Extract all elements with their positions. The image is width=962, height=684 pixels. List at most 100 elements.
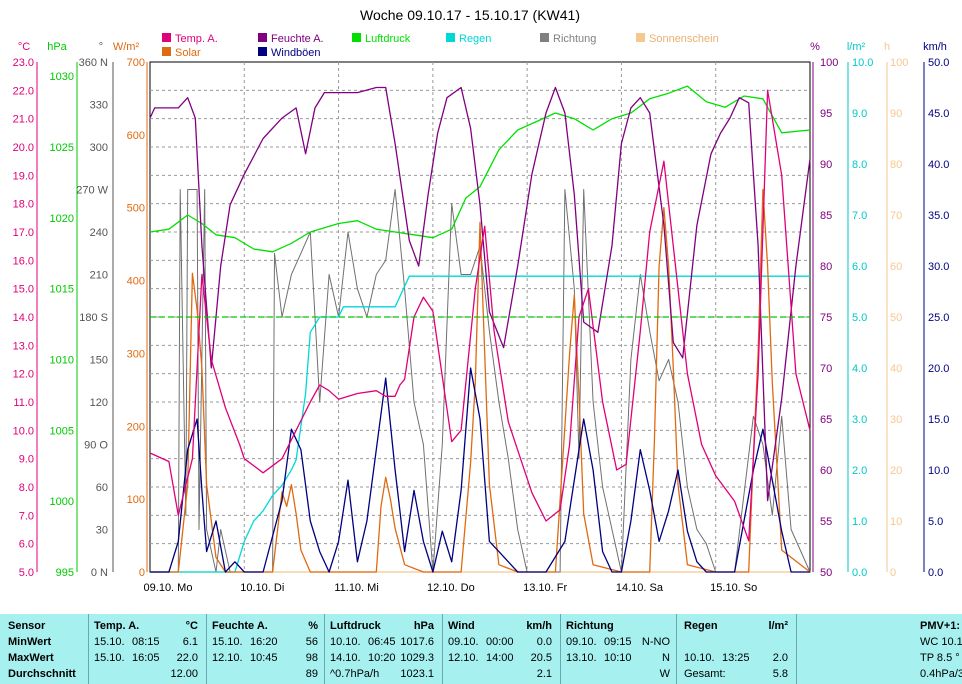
row-label: MinWert <box>8 636 52 648</box>
tick-label-direction: 240 <box>90 227 108 239</box>
x-tick-label: 09.10. Mo <box>144 582 193 594</box>
x-tick-label: 13.10. Fr <box>523 582 567 594</box>
hum-value: 98 <box>305 652 318 664</box>
temp-value: 12.00 <box>170 668 198 680</box>
tick-label-sunshine: 0 <box>890 567 896 579</box>
legend-label: Feuchte A. <box>271 33 324 45</box>
dir-date: 09.10. <box>566 636 597 648</box>
axis-unit-wind: km/h <box>923 41 947 53</box>
legend-label: Regen <box>459 33 491 45</box>
tick-label-rain: 7.0 <box>852 210 867 222</box>
series-line-temp-a- <box>149 89 811 542</box>
series-line-feuchte-a- <box>149 86 811 502</box>
hum-date: 12.10. <box>212 652 243 664</box>
tick-label-direction: 330 <box>90 100 108 112</box>
statistics-table: Sensor MinWert MaxWert Durchschnitt Temp. A.… <box>0 614 962 684</box>
rain-value: 5.8 <box>772 668 788 680</box>
tick-label-sunshine: 70 <box>890 210 902 222</box>
tick-label-solar: 300 <box>127 348 145 360</box>
axis-unit-temp: °C <box>18 41 30 53</box>
tick-label-direction: 90 O <box>84 440 108 452</box>
pmv-value: WC 10.1 <box>920 636 962 648</box>
tick-label-humidity: 65 <box>820 414 832 426</box>
legend-label: Solar <box>175 47 201 59</box>
tick-label-rain: 3.0 <box>852 414 867 426</box>
temp-value: 22.0 <box>176 652 198 664</box>
header-unit-rain: l/m² <box>768 620 788 632</box>
tick-label-temp: 21.0 <box>13 114 34 126</box>
column-separator <box>676 614 677 684</box>
tick-label-wind: 5.0 <box>928 516 943 528</box>
tick-label-direction: 300 <box>90 142 108 154</box>
legend-swatch <box>540 33 549 42</box>
tick-label-wind: 20.0 <box>928 363 949 375</box>
rain-value: 2.0 <box>772 652 788 664</box>
legend-label: Sonnenschein <box>649 33 719 45</box>
column-separator <box>324 614 325 684</box>
tick-label-pressure: 1005 <box>50 425 74 437</box>
tick-label-wind: 0.0 <box>928 567 943 579</box>
press-value: 1029.3 <box>400 652 434 664</box>
header-sensor: Sensor <box>8 620 46 632</box>
hum-value: 56 <box>305 636 318 648</box>
tick-label-temp: 15.0 <box>13 284 34 296</box>
dir-time: 10:10 <box>604 652 632 664</box>
press-date: 14.10. <box>330 652 361 664</box>
x-axis-labels: 09.10. Mo 10.10. Di 11.10. Mi 12.10. Do 13.1… <box>144 582 758 594</box>
tick-label-temp: 14.0 <box>13 312 34 324</box>
wind-value: 20.5 <box>530 652 552 664</box>
tick-label-temp: 23.0 <box>13 57 34 69</box>
tick-label-solar: 700 <box>127 57 145 69</box>
press-date: ^0.7hPa/h <box>330 668 380 680</box>
x-tick-label: 11.10. Mi <box>334 582 378 594</box>
temp-value: 6.1 <box>182 636 198 648</box>
pmv-value: TP 8.5 ° <box>920 652 960 664</box>
legend-swatch <box>258 33 267 42</box>
column-separator <box>206 614 207 684</box>
tick-label-wind: 10.0 <box>928 465 949 477</box>
legend-item: Windböen <box>258 47 321 59</box>
tick-label-solar: 500 <box>127 203 145 215</box>
tick-label-temp: 9.0 <box>19 454 34 466</box>
legend-swatch <box>162 33 171 42</box>
tick-label-rain: 0.0 <box>852 567 867 579</box>
x-tick-label: 10.10. Di <box>240 582 284 594</box>
tick-label-humidity: 80 <box>820 261 832 273</box>
wind-date: 12.10. <box>448 652 479 664</box>
column-separator <box>442 614 443 684</box>
tick-label-temp: 5.0 <box>19 567 34 579</box>
legend-item: Solar <box>162 47 201 59</box>
tick-label-rain: 9.0 <box>852 108 867 120</box>
column-separator <box>796 614 797 684</box>
tick-label-humidity: 100 <box>820 57 838 69</box>
column-separator <box>88 614 89 684</box>
tick-label-solar: 0 <box>139 567 145 579</box>
series-line-luftdruck <box>149 85 811 253</box>
tick-label-humidity: 60 <box>820 465 832 477</box>
tick-label-wind: 45.0 <box>928 108 949 120</box>
header-unit-wind: km/h <box>526 620 552 632</box>
header-unit-press: hPa <box>413 620 434 632</box>
plot-area <box>149 85 811 573</box>
axis-unit-solar: W/m² <box>113 41 140 53</box>
legend-swatch <box>352 33 361 42</box>
wind-time: 14:00 <box>486 652 514 664</box>
tick-label-sunshine: 20 <box>890 465 902 477</box>
tick-label-wind: 15.0 <box>928 414 949 426</box>
tick-label-pressure: 995 <box>56 567 74 579</box>
tick-label-humidity: 70 <box>820 363 832 375</box>
tick-label-pressure: 1030 <box>50 71 74 83</box>
series-line-solar <box>150 188 811 573</box>
chart-legend: Temp. A. Solar Feuchte A. Windböen Luftdruck… <box>162 33 719 59</box>
tick-label-solar: 200 <box>127 421 145 433</box>
tick-label-pressure: 1015 <box>50 284 74 296</box>
temp-time: 16:05 <box>132 652 160 664</box>
tick-label-direction: 360 N <box>79 57 108 69</box>
legend-item: Feuchte A. <box>258 33 324 45</box>
tick-label-wind: 25.0 <box>928 312 949 324</box>
tick-label-temp: 22.0 <box>13 85 34 97</box>
row-label: Durchschnitt <box>8 668 76 680</box>
column-separator <box>560 614 561 684</box>
legend-item: Temp. A. <box>162 33 218 45</box>
rain-time: 13:25 <box>722 652 750 664</box>
